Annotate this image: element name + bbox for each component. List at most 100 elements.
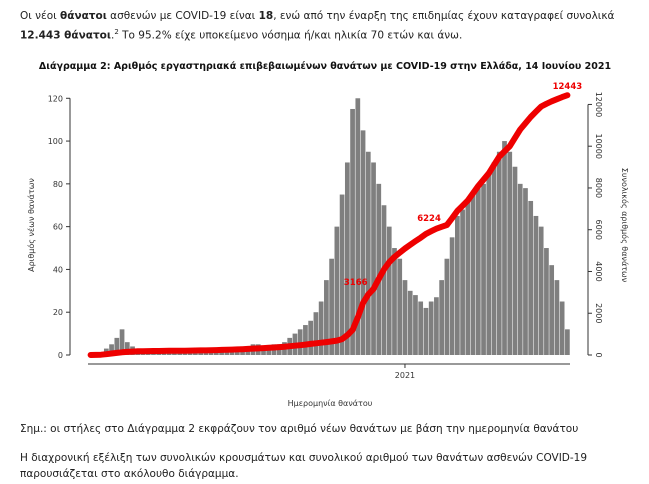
closing-paragraph: Η διαχρονική εξέλιξη των συνολικών κρουσ… [20, 452, 588, 480]
y2-tick-label: 6000 [594, 220, 603, 240]
y-tick-label: 40 [53, 265, 63, 274]
bar [381, 205, 387, 355]
y2-tick-label: 0 [594, 352, 603, 357]
bar [313, 312, 319, 355]
text: ασθενών με COVID-19 είναι [106, 10, 259, 22]
bar [449, 237, 455, 355]
bar [544, 248, 549, 355]
x-tick-label: 2021 [395, 371, 415, 380]
x-axis-label: Ημερομηνία θανάτου [288, 399, 373, 408]
bar [423, 307, 429, 355]
bar [392, 248, 397, 355]
y2-tick-label: 12000 [594, 92, 603, 117]
bar [119, 329, 125, 355]
bar [297, 329, 303, 355]
text: . [110, 29, 115, 42]
bar [559, 301, 565, 355]
y2-tick-label: 4000 [594, 261, 603, 281]
y-axis-label: Αριθμός νέων θανάτων [26, 178, 36, 272]
bold-text: θάνατοι [60, 10, 107, 22]
bar [502, 141, 507, 355]
bar [177, 352, 183, 355]
note: Σημ.: οι στήλες στο Διάγραμμα 2 εκφράζου… [20, 423, 579, 435]
bar [481, 183, 486, 355]
bar [413, 295, 418, 355]
bar [371, 162, 376, 355]
bar [124, 342, 130, 355]
bold-text: 12.443 θάνατοι [20, 29, 111, 42]
text: Οι νέοι [20, 10, 61, 22]
bar [318, 301, 324, 355]
cumulative-line [87, 92, 571, 358]
bold-text: 18 [258, 10, 274, 22]
bar [339, 194, 345, 355]
bar [512, 166, 518, 355]
bar [303, 325, 308, 355]
bar [460, 209, 465, 355]
bar [517, 183, 523, 355]
bar [554, 280, 560, 355]
value-label: 12443 [553, 82, 583, 92]
bar [407, 290, 413, 355]
bar [376, 183, 382, 355]
bar [166, 352, 172, 355]
footnote-ref: 2 [114, 28, 119, 36]
y-tick-label: 60 [53, 223, 63, 232]
bar [360, 130, 366, 355]
bar [565, 329, 570, 355]
bar [465, 200, 471, 355]
chart: Διάγραμμα 2: Αριθμός εργαστηριακά επιβεβ… [26, 61, 630, 408]
bar [187, 352, 193, 355]
y-tick-label: 20 [53, 308, 63, 317]
bar [455, 215, 460, 355]
intro-paragraph: Οι νέοι θάνατοι ασθενών με COVID-19 είνα… [20, 8, 635, 44]
bar [418, 301, 424, 355]
bar [308, 320, 314, 355]
y2-tick-label: 2000 [594, 303, 603, 323]
bar [114, 337, 120, 355]
text: Το 95.2% είχε υποκείμενο νόσημα ή/και ηλ… [118, 29, 463, 42]
bar [198, 352, 203, 355]
bar [203, 352, 209, 355]
bar [434, 297, 439, 355]
bar [496, 151, 502, 355]
y2-tick-label: 10000 [594, 133, 603, 158]
chart-title: Διάγραμμα 2: Αριθμός εργαστηριακά επιβεβ… [39, 61, 611, 72]
bar [350, 108, 355, 356]
bar [172, 352, 177, 355]
text: , ενώ από την έναρξη της επιδημίας έχουν… [273, 10, 615, 22]
bar [444, 258, 450, 355]
bar [193, 352, 198, 355]
y-tick-label: 120 [48, 94, 63, 103]
y-tick-label: 0 [58, 351, 63, 360]
bar [428, 301, 434, 355]
y2-axis-label: Συνολικός αριθμός θανάτων [620, 168, 630, 283]
bar [386, 226, 392, 355]
bar [528, 200, 534, 355]
bar [486, 173, 492, 355]
y2-tick-label: 8000 [594, 178, 603, 198]
bar [182, 352, 188, 355]
value-label: 6224 [417, 214, 441, 224]
y-tick-label: 80 [53, 180, 63, 189]
bar [329, 258, 334, 355]
value-label: 3166 [344, 278, 368, 288]
bar [109, 344, 114, 355]
bar [161, 352, 167, 355]
bar [355, 98, 361, 355]
bar [344, 162, 350, 355]
bar [402, 280, 408, 355]
bar [397, 258, 403, 355]
bar [507, 151, 513, 355]
bar [538, 226, 544, 355]
bar [365, 151, 371, 355]
bar [491, 162, 497, 355]
bar [523, 188, 528, 355]
bar [324, 280, 329, 355]
bar [475, 188, 481, 355]
bar [439, 280, 444, 355]
bar [470, 194, 476, 355]
y-tick-label: 100 [48, 137, 63, 146]
bar [549, 265, 555, 355]
